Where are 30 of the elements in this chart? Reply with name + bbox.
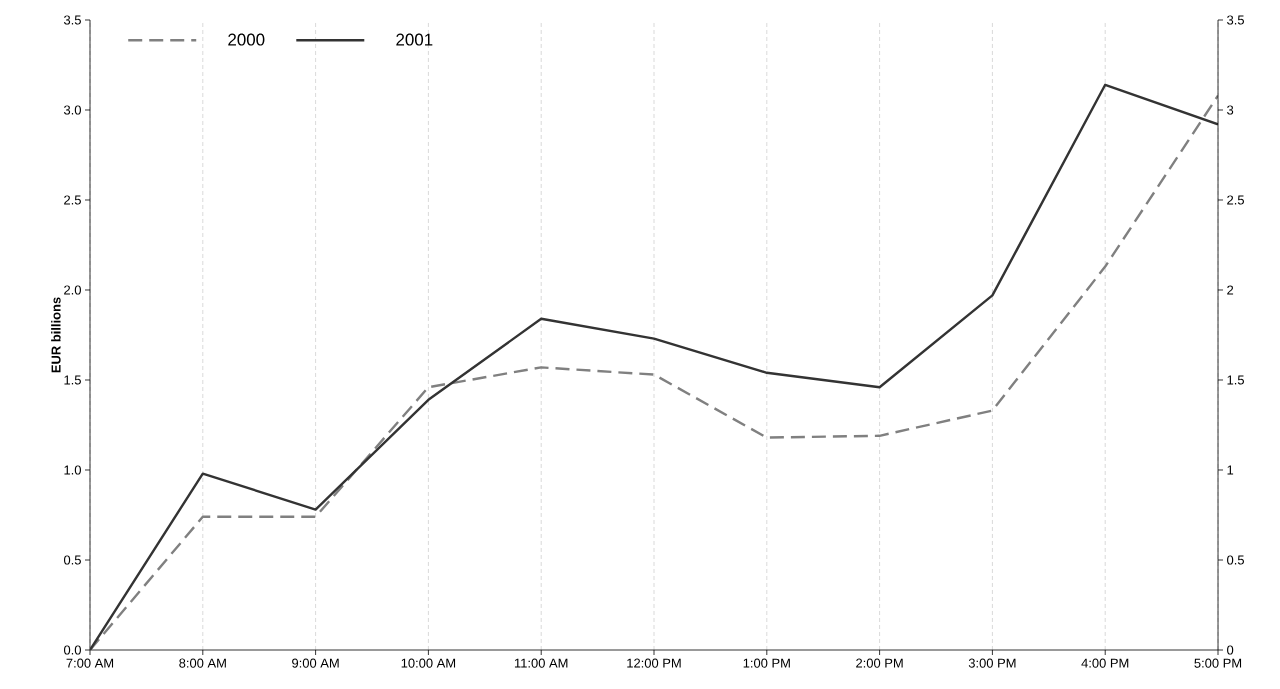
legend-label: 2000 (228, 33, 265, 46)
y2-tick-label: 0.5 (1227, 555, 1244, 565)
legend-label: 2001 (396, 33, 433, 46)
y-tick-label: 0.0 (63, 645, 81, 655)
y2-tick-label: 3 (1227, 105, 1234, 115)
y-tick-label: 1.0 (64, 465, 81, 475)
y2-tick-label: 2.5 (1227, 195, 1244, 205)
y-tick-label: 2.5 (64, 195, 81, 205)
y2-tick-label: 1 (1227, 465, 1234, 475)
y-tick-label: 2.0 (64, 285, 81, 295)
y-tick-label: 1.5 (64, 375, 81, 385)
y-tick-label: 3.0 (63, 105, 81, 115)
x-tick-label: 4:00 PM (1081, 658, 1129, 668)
y2-tick-label: 0 (1227, 645, 1234, 655)
y-tick-label: 3.5 (63, 15, 81, 25)
x-tick-label: 10:00 AM (401, 658, 456, 668)
x-tick-label: 11:00 AM (514, 658, 568, 668)
y2-tick-label: 3.5 (1227, 15, 1244, 25)
x-tick-label: 7:00 AM (66, 658, 114, 668)
y-tick-label: 0.5 (63, 555, 81, 565)
y2-tick-label: 2 (1227, 285, 1234, 295)
x-tick-label: 2:00 PM (856, 658, 903, 668)
y-axis-title: EUR billions (51, 297, 61, 373)
x-tick-label: 5:00 PM (1194, 658, 1242, 668)
x-tick-label: 12:00 PM (627, 658, 681, 668)
x-tick-label: 3:00 PM (968, 658, 1016, 668)
y2-tick-label: 1.5 (1227, 375, 1244, 385)
x-tick-label: 9:00 AM (292, 658, 339, 668)
x-tick-label: 1:00 PM (743, 658, 790, 668)
x-tick-label: 8:00 AM (179, 658, 226, 668)
